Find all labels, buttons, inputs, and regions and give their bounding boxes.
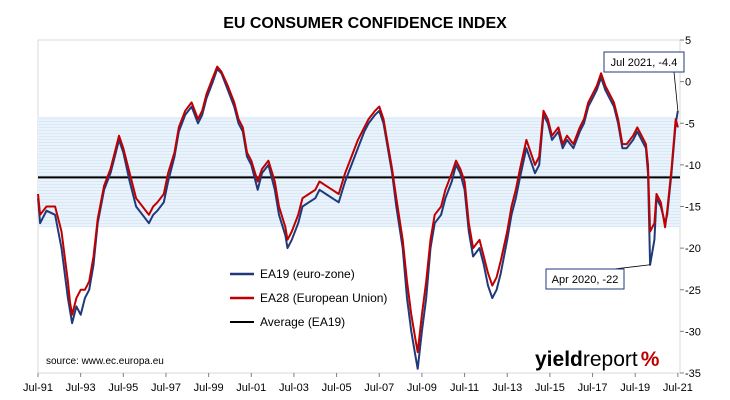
y-tick-label: -15: [685, 202, 701, 214]
x-tick-label: Jul-03: [279, 382, 309, 394]
annotations: Jul 2021, -4.4 Apr 2020, -22: [545, 51, 685, 290]
y-tick-label: -25: [685, 285, 701, 297]
annotation-box: [545, 268, 625, 290]
x-tick-label: Jul-19: [620, 382, 650, 394]
source-note: source: www.ec.europa.eu: [46, 356, 164, 367]
y-tick-label: -35: [685, 368, 701, 380]
x-tick-label: Jul-99: [194, 382, 224, 394]
y-tick-label: 0: [685, 77, 691, 89]
x-tick-label: Jul-07: [364, 382, 394, 394]
legend: EA19 (euro-zone) EA28 (European Union) A…: [230, 267, 387, 329]
legend-label-ea28: EA28 (European Union): [260, 291, 387, 305]
logo-part-percent: %: [641, 348, 660, 371]
series-line-ea28: [37, 65, 679, 354]
x-tick-label: Jul-05: [322, 382, 352, 394]
chart-title: EU CONSUMER CONFIDENCE INDEX: [223, 15, 507, 32]
legend-label-ea19: EA19 (euro-zone): [260, 267, 355, 281]
range-band: [38, 116, 680, 228]
y-tick-label: -30: [685, 326, 701, 338]
annotation-box: [603, 51, 685, 73]
x-axis: Jul-91 Jul-93 Jul-95 Jul-97 Jul-99 Jul-01 Jul-…: [23, 373, 693, 394]
y-tick-label: -5: [685, 118, 695, 130]
svg-text:yieldreport%: yieldreport%: [535, 348, 660, 371]
logo-part-yield: yield: [535, 348, 583, 371]
x-tick-label: Jul-09: [407, 382, 437, 394]
x-tick-label: Jul-93: [66, 382, 96, 394]
logo-part-report: report: [583, 348, 638, 371]
annotation-leader: [613, 264, 651, 270]
y-tick-label: -10: [685, 160, 701, 172]
y-axis: 5 0 -5 -10 -15 -20 -25 -30 -35: [680, 35, 701, 380]
annotation-label: Jul 2021, -4.4: [611, 57, 678, 69]
x-tick-label: Jul-17: [578, 382, 608, 394]
x-tick-label: Jul-91: [23, 382, 53, 394]
x-tick-label: Jul-21: [663, 382, 693, 394]
y-tick-label: 5: [685, 35, 691, 47]
y-tick-label: -20: [685, 243, 701, 255]
annotation-leader: [673, 71, 679, 111]
x-tick-label: Jul-01: [236, 382, 266, 394]
x-tick-label: Jul-15: [535, 382, 565, 394]
legend-label-average: Average (EA19): [260, 315, 345, 329]
x-tick-label: Jul-13: [492, 382, 522, 394]
x-tick-label: Jul-95: [108, 382, 138, 394]
annotation-label: Apr 2020, -22: [552, 274, 619, 286]
x-tick-label: Jul-97: [151, 382, 181, 394]
series-lines: [37, 65, 679, 370]
x-tick-label: Jul-11: [450, 382, 479, 394]
yieldreport-logo: yieldreport%: [535, 348, 660, 371]
range-band-fill: [38, 116, 680, 228]
